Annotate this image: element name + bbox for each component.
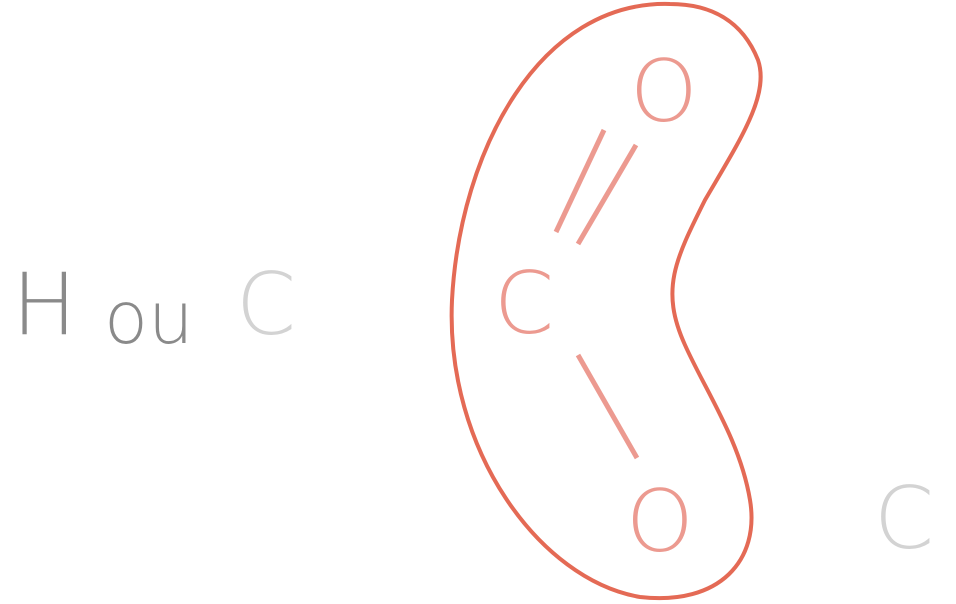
double-bond-line-1 (553, 128, 607, 234)
top-oxygen-atom: O (630, 42, 698, 142)
center-carbon-atom: C (494, 254, 554, 354)
bottom-oxygen-atom: O (626, 472, 694, 572)
single-bond-line (575, 353, 640, 460)
molecule-outline (449, 1, 763, 601)
left-label-h: H (12, 255, 77, 355)
left-label-connector: ou (104, 276, 194, 360)
left-label-c: C (236, 255, 297, 355)
double-bond-line-2 (575, 143, 639, 246)
right-label-c: C (874, 469, 935, 569)
